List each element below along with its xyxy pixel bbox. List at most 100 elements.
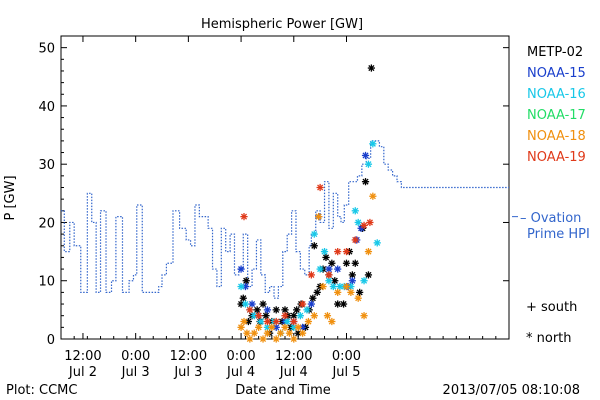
data-point-noaa-18 — [334, 288, 342, 296]
data-point-noaa-16 — [316, 265, 324, 273]
asterisk-stroke — [343, 260, 350, 267]
asterisk-stroke — [243, 330, 250, 337]
asterisk-stroke — [374, 239, 381, 246]
asterisk-stroke — [240, 318, 248, 325]
data-point-noaa-15 — [263, 306, 272, 314]
data-point-noaa-16 — [310, 230, 318, 238]
x-tick-label-date: Jul 2 — [68, 365, 97, 380]
data-point-noaa-19 — [307, 271, 315, 279]
asterisk-stroke — [251, 312, 258, 319]
data-point-noaa-19 — [360, 221, 368, 229]
asterisk-stroke — [305, 318, 312, 325]
data-point-noaa-16 — [237, 282, 245, 291]
asterisk-stroke — [293, 306, 300, 313]
north-marker-legend: * north — [526, 331, 572, 346]
asterisk-stroke — [290, 324, 297, 331]
data-point-noaa-19 — [366, 218, 374, 227]
data-point-noaa-18 — [268, 323, 276, 331]
asterisk-stroke — [255, 312, 262, 319]
asterisk-stroke — [340, 300, 347, 308]
data-point-noaa-16 — [329, 282, 337, 291]
asterisk-stroke — [309, 295, 316, 302]
asterisk-stroke — [355, 295, 362, 302]
data-point-metp-02 — [351, 259, 359, 267]
asterisk-stroke — [352, 260, 359, 267]
asterisk-stroke — [311, 231, 318, 238]
asterisk-stroke — [366, 219, 373, 226]
asterisk-stroke — [273, 306, 280, 313]
asterisk-stroke — [331, 277, 338, 284]
asterisk-stroke — [315, 213, 322, 220]
data-point-noaa-19 — [325, 271, 333, 279]
asterisk-stroke — [311, 242, 318, 249]
data-point-noaa-19 — [290, 317, 298, 326]
asterisk-stroke — [255, 324, 262, 331]
asterisk-stroke — [299, 300, 306, 308]
y-tick-label: 0 — [47, 333, 55, 348]
asterisk-stroke — [330, 283, 337, 290]
x-tick-label-time: 12:00 — [275, 349, 312, 364]
data-point-noaa-18 — [259, 335, 267, 343]
asterisk-stroke — [361, 312, 368, 319]
asterisk-stroke — [273, 324, 280, 331]
data-point-noaa-16 — [369, 140, 377, 148]
asterisk-stroke — [295, 330, 302, 337]
data-point-noaa-19 — [298, 300, 307, 308]
asterisk-stroke — [349, 271, 356, 278]
data-point-noaa-18 — [364, 247, 373, 256]
asterisk-stroke — [324, 312, 331, 319]
asterisk-stroke — [240, 213, 248, 220]
data-point-noaa-18 — [315, 213, 323, 221]
asterisk-stroke — [347, 289, 354, 296]
asterisk-stroke — [369, 193, 376, 200]
data-point-noaa-18 — [272, 335, 280, 343]
asterisk-stroke — [352, 207, 359, 214]
asterisk-stroke — [334, 300, 341, 308]
asterisk-stroke — [320, 283, 327, 290]
asterisk-stroke — [246, 306, 253, 313]
data-point-noaa-15 — [325, 265, 333, 273]
asterisk-stroke — [308, 300, 315, 308]
data-point-metp-02 — [310, 242, 318, 250]
data-point-noaa-18 — [328, 317, 336, 326]
asterisk-stroke — [334, 289, 341, 296]
legend-entry-noaa-19: NOAA-19 — [527, 150, 586, 165]
asterisk-stroke — [343, 283, 350, 290]
footer-timestamp: 2013/07/05 08:10:08 — [443, 383, 580, 398]
data-point-noaa-18 — [360, 312, 368, 320]
data-point-noaa-15 — [248, 300, 256, 308]
data-point-noaa-18 — [277, 329, 285, 337]
data-point-metp-02 — [237, 300, 245, 308]
data-point-noaa-16 — [354, 218, 362, 227]
data-point-noaa-18 — [285, 329, 293, 337]
data-point-noaa-15 — [237, 265, 245, 273]
data-point-noaa-16 — [296, 312, 304, 320]
data-point-noaa-19 — [263, 317, 272, 326]
x-tick-label-time: 0:00 — [121, 349, 150, 364]
x-tick-label-time: 12:00 — [170, 349, 207, 364]
asterisk-stroke — [352, 236, 359, 243]
data-point-noaa-18 — [263, 329, 272, 337]
data-point-noaa-18 — [243, 329, 251, 337]
y-tick-label: 50 — [38, 42, 55, 57]
asterisk-stroke — [277, 330, 284, 337]
asterisk-stroke — [328, 318, 335, 325]
data-point-noaa-15 — [361, 151, 370, 160]
data-point-noaa-18 — [304, 317, 313, 326]
data-point-metp-02 — [293, 306, 301, 314]
asterisk-stroke — [299, 330, 306, 337]
asterisk-stroke — [321, 248, 328, 255]
asterisk-stroke — [362, 178, 369, 185]
data-point-metp-02 — [342, 259, 351, 267]
data-point-noaa-16 — [303, 306, 311, 314]
asterisk-stroke — [249, 300, 256, 308]
asterisk-stroke — [325, 277, 332, 284]
asterisk-stroke — [295, 324, 302, 331]
data-point-metp-02 — [367, 64, 375, 72]
data-point-metp-02 — [328, 259, 336, 267]
y-tick-label: 40 — [38, 100, 55, 115]
asterisk-stroke — [251, 330, 258, 337]
asterisk-stroke — [242, 283, 249, 290]
data-point-metp-02 — [322, 253, 330, 262]
